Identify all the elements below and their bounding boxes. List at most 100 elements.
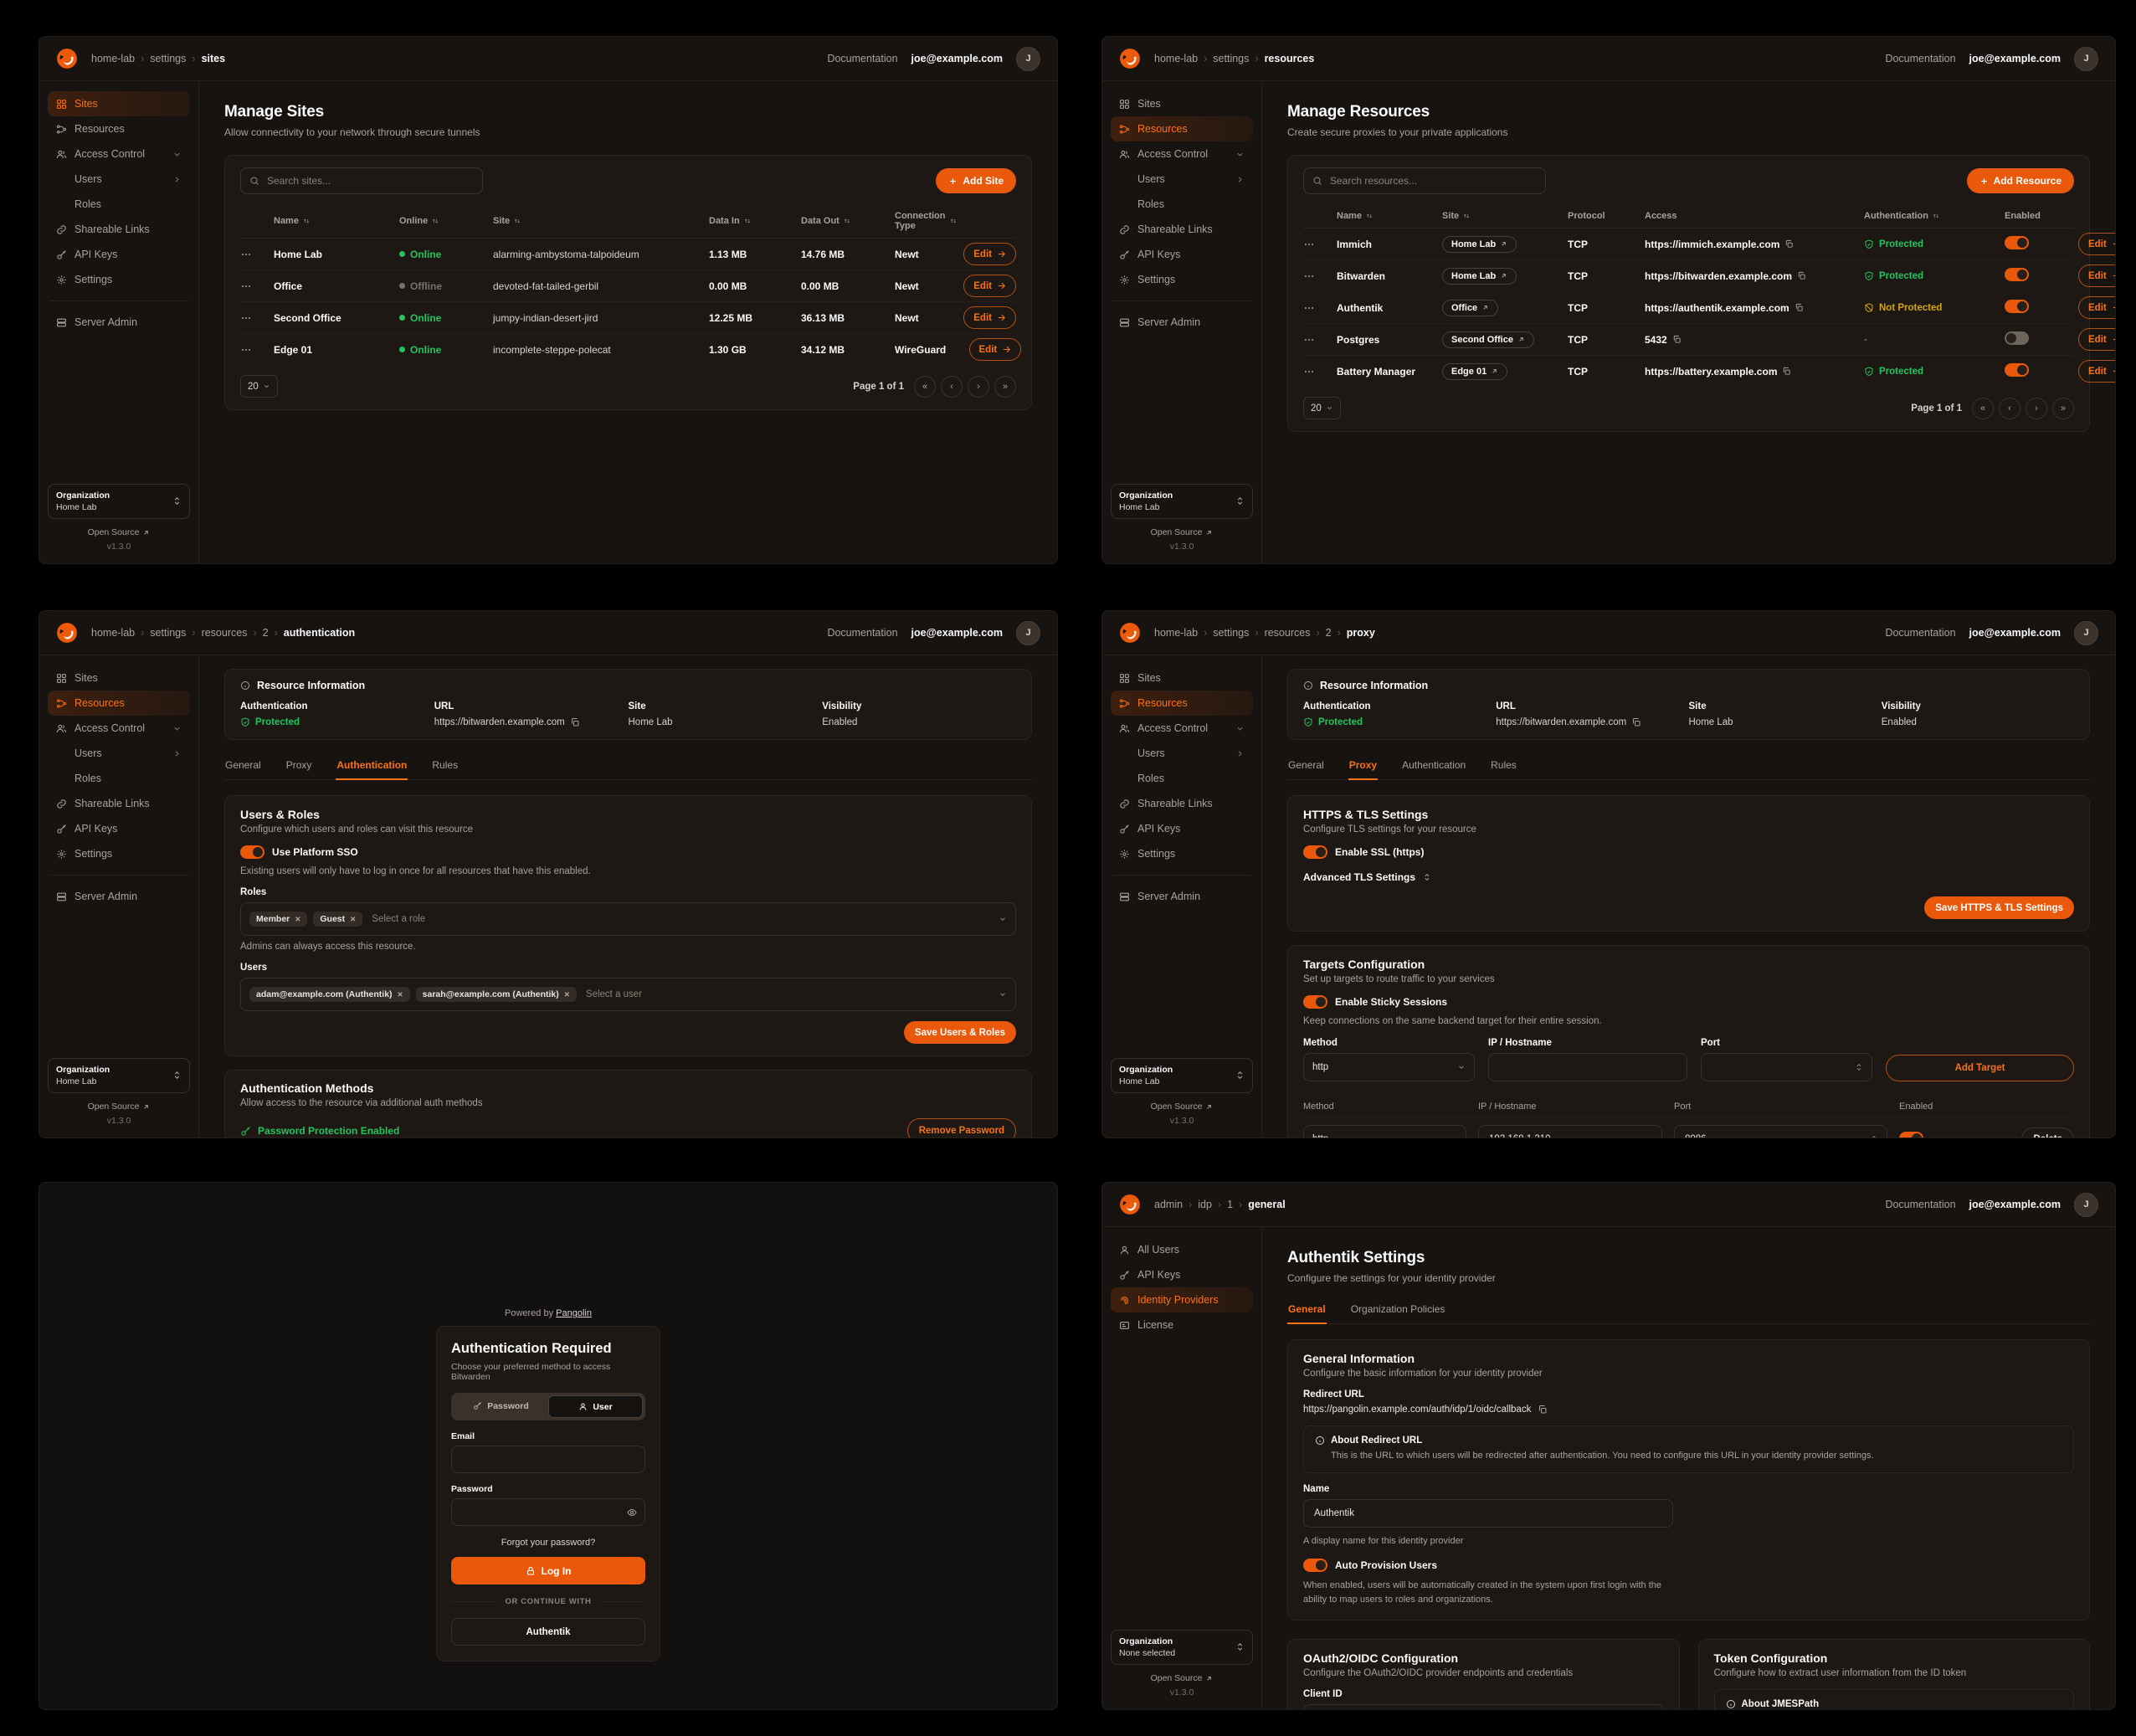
edit-button[interactable]: Edit: [2078, 360, 2115, 383]
row-menu-icon[interactable]: [240, 280, 252, 292]
sidebar-item[interactable]: Shareable Links: [1111, 217, 1253, 242]
sidebar-item[interactable]: Resources: [1111, 116, 1253, 141]
copy-icon[interactable]: [1672, 335, 1682, 344]
open-source-link[interactable]: Open Source: [48, 527, 190, 537]
row-menu-icon[interactable]: [1303, 366, 1315, 378]
edit-button[interactable]: Edit: [2078, 328, 2115, 351]
sidebar-item[interactable]: API Keys: [48, 816, 190, 841]
sticky-sessions-toggle[interactable]: [1303, 995, 1327, 1009]
add-site-button[interactable]: Add Site: [936, 168, 1016, 193]
copy-icon[interactable]: [1538, 1405, 1548, 1415]
pager-button[interactable]: ‹: [1999, 397, 2020, 419]
search-input[interactable]: [1328, 174, 1537, 187]
platform-sso-toggle[interactable]: [240, 845, 264, 859]
edit-button[interactable]: Edit: [2078, 265, 2115, 287]
auto-provision-toggle[interactable]: [1303, 1559, 1327, 1572]
sidebar-item[interactable]: Shareable Links: [48, 217, 190, 242]
forgot-password-link[interactable]: Forgot your password?: [501, 1538, 596, 1548]
client-id-input[interactable]: [1303, 1704, 1664, 1709]
edit-button[interactable]: Edit: [968, 338, 1022, 361]
remove-tag-icon[interactable]: [564, 989, 570, 999]
sidebar-item-server-admin[interactable]: Server Admin: [1111, 310, 1253, 335]
pangolin-link[interactable]: Pangolin: [556, 1308, 592, 1318]
sidebar-item[interactable]: Access Control: [1111, 716, 1253, 741]
breadcrumb-item[interactable]: home-lab: [1154, 53, 1207, 64]
documentation-link[interactable]: Documentation: [1885, 627, 1956, 639]
sidebar-item[interactable]: Sites: [1111, 665, 1253, 691]
password-method-tab[interactable]: Password: [454, 1395, 548, 1416]
sidebar-item[interactable]: Roles: [48, 766, 190, 791]
breadcrumb[interactable]: home-lab settings sites: [91, 53, 225, 64]
tab[interactable]: Rules: [432, 759, 459, 771]
sidebar-item[interactable]: API Keys: [48, 242, 190, 267]
sidebar-item[interactable]: Shareable Links: [1111, 791, 1253, 816]
tab[interactable]: Authentication: [336, 753, 408, 780]
pager-button[interactable]: ›: [968, 375, 989, 398]
sort-icon[interactable]: [302, 217, 311, 225]
breadcrumb-item[interactable]: resources: [202, 627, 257, 639]
remove-tag-icon[interactable]: [295, 914, 300, 924]
method-select[interactable]: http: [1303, 1053, 1475, 1081]
sidebar-item[interactable]: Shareable Links: [48, 791, 190, 816]
enabled-toggle[interactable]: [2005, 331, 2029, 345]
organization-selector[interactable]: Organization Home Lab: [48, 1057, 190, 1093]
site-chip[interactable]: Home Lab: [1442, 267, 1517, 285]
column-header[interactable]: Site: [1442, 211, 1568, 221]
site-chip[interactable]: Office: [1442, 299, 1499, 316]
avatar[interactable]: J: [1016, 620, 1040, 645]
breadcrumb-item[interactable]: 1: [1227, 1199, 1242, 1210]
spinner-icon[interactable]: [1855, 1063, 1863, 1071]
breadcrumb-item[interactable]: home-lab: [1154, 627, 1207, 639]
sidebar-item[interactable]: All Users: [1111, 1237, 1253, 1262]
breadcrumb-item[interactable]: 2: [263, 627, 278, 639]
documentation-link[interactable]: Documentation: [827, 627, 898, 639]
sidebar-item[interactable]: Users: [48, 741, 190, 766]
rows-per-page-select[interactable]: 20: [240, 375, 278, 398]
user-email[interactable]: joe@example.com: [911, 53, 1003, 64]
copy-icon[interactable]: [1782, 367, 1791, 376]
breadcrumb-item[interactable]: settings: [1213, 53, 1258, 64]
copy-icon[interactable]: [1784, 239, 1794, 249]
breadcrumb-item[interactable]: idp: [1198, 1199, 1221, 1210]
sidebar-item[interactable]: API Keys: [1111, 816, 1253, 841]
row-menu-icon[interactable]: [240, 249, 252, 260]
breadcrumb-item[interactable]: settings: [1213, 627, 1258, 639]
breadcrumb-item[interactable]: general: [1248, 1199, 1286, 1210]
breadcrumb-item[interactable]: 2: [1326, 627, 1341, 639]
tab[interactable]: Authentication: [1402, 759, 1466, 771]
add-target-button[interactable]: Add Target: [1886, 1055, 2074, 1081]
save-tls-button[interactable]: Save HTTPS & TLS Settings: [1924, 896, 2074, 919]
sidebar-item[interactable]: API Keys: [1111, 1262, 1253, 1287]
organization-selector[interactable]: Organization Home Lab: [48, 483, 190, 519]
site-chip[interactable]: Home Lab: [1442, 235, 1517, 253]
breadcrumb-item[interactable]: resources: [1264, 53, 1315, 64]
tab[interactable]: Proxy: [285, 759, 312, 771]
breadcrumb-item[interactable]: sites: [201, 53, 226, 64]
tab[interactable]: Organization Policies: [1350, 1303, 1445, 1315]
sidebar-item[interactable]: Resources: [48, 691, 190, 716]
add-resource-button[interactable]: Add Resource: [1966, 168, 2074, 193]
sort-icon[interactable]: [513, 217, 521, 225]
spinner-icon[interactable]: [1870, 1135, 1878, 1138]
column-header[interactable]: Protocol: [1568, 211, 1645, 221]
tab[interactable]: General: [1288, 759, 1324, 771]
sidebar-item[interactable]: Identity Providers: [1111, 1287, 1253, 1312]
sidebar-item[interactable]: Access Control: [48, 141, 190, 167]
pager-button[interactable]: «: [914, 375, 936, 398]
sort-icon[interactable]: [1932, 212, 1940, 220]
column-header[interactable]: Name: [274, 211, 399, 231]
breadcrumb-item[interactable]: home-lab: [91, 53, 144, 64]
edit-button[interactable]: Edit: [2078, 296, 2115, 319]
breadcrumb-item[interactable]: settings: [150, 53, 195, 64]
sort-icon[interactable]: [949, 217, 958, 225]
open-source-link[interactable]: Open Source: [1111, 1673, 1253, 1683]
sort-icon[interactable]: [1365, 212, 1374, 220]
sidebar-item[interactable]: Settings: [1111, 841, 1253, 866]
documentation-link[interactable]: Documentation: [1885, 53, 1956, 64]
avatar[interactable]: J: [2074, 1192, 2098, 1217]
column-header[interactable]: Enabled: [2005, 211, 2078, 221]
breadcrumb-item[interactable]: settings: [150, 627, 195, 639]
delete-target-button[interactable]: Delete: [2021, 1127, 2074, 1138]
tab[interactable]: General: [1287, 1297, 1327, 1324]
breadcrumb[interactable]: admin idp 1 general: [1154, 1199, 1286, 1210]
